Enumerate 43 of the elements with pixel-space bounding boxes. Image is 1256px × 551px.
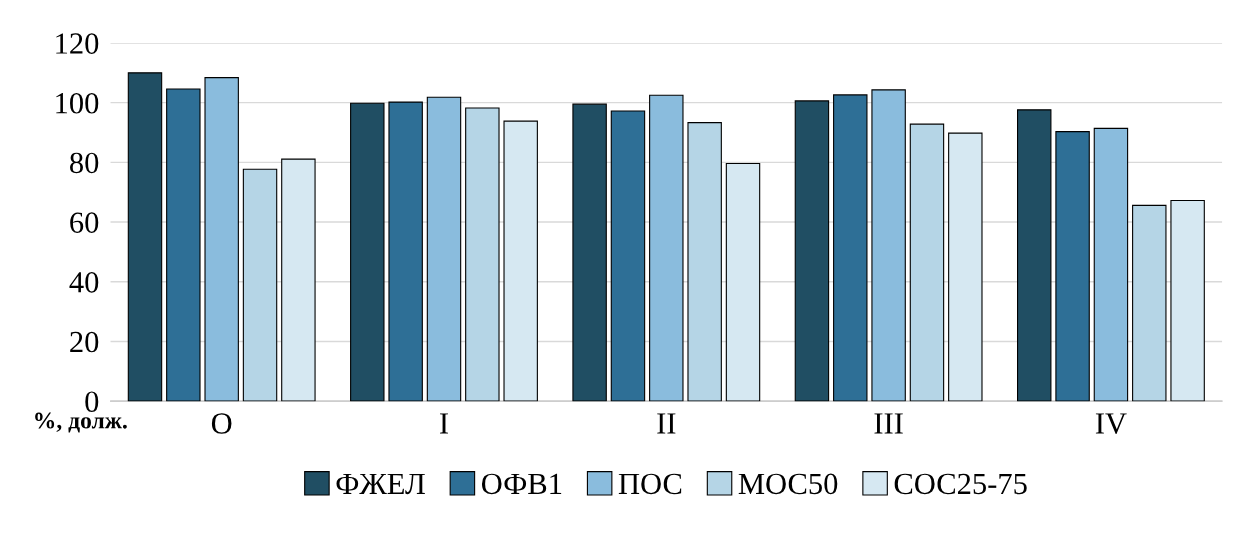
bar	[610, 110, 646, 402]
bar	[127, 72, 163, 402]
y-tick-label: 100	[56, 92, 99, 114]
bar	[649, 94, 684, 402]
legend-label: СОС25-75	[894, 473, 1027, 495]
bar	[503, 120, 538, 402]
y-tick-label: 0	[85, 391, 99, 413]
x-tick-label: III	[874, 413, 903, 434]
legend-label: ФЖЕЛ	[336, 473, 425, 495]
y-tick-label: 60	[70, 212, 99, 233]
bar	[242, 168, 278, 402]
x-tick-label: O	[211, 413, 232, 434]
y-tick-label: 80	[70, 152, 99, 174]
bar	[572, 103, 607, 402]
bar	[1170, 200, 1205, 402]
bar	[166, 88, 201, 402]
legend-label: МОС50	[738, 473, 838, 495]
bar	[1132, 204, 1167, 402]
bar	[426, 96, 462, 402]
bar	[281, 158, 316, 402]
bar	[794, 100, 830, 402]
y-tick-label: 20	[70, 331, 99, 353]
bar	[948, 132, 983, 402]
y-tick-label: 40	[69, 272, 99, 293]
bar	[871, 89, 906, 402]
bar	[350, 102, 385, 402]
bar	[687, 122, 722, 402]
x-tick-label: IV	[1095, 413, 1127, 434]
y-axis-title: %, долж.	[35, 412, 127, 433]
y-tick-label: 120	[56, 33, 99, 54]
x-tick-label: II	[657, 413, 676, 434]
x-tick-label: I	[440, 413, 449, 434]
bar	[465, 107, 500, 402]
bar	[1093, 127, 1129, 402]
bar	[725, 163, 761, 402]
legend-label: ПОС	[618, 473, 682, 495]
bar	[1055, 131, 1090, 402]
bar	[909, 123, 945, 402]
bar	[204, 77, 239, 402]
bar	[833, 94, 868, 402]
bar	[1017, 109, 1052, 402]
bar	[388, 101, 423, 402]
legend-label: ОФВ1	[481, 473, 562, 495]
